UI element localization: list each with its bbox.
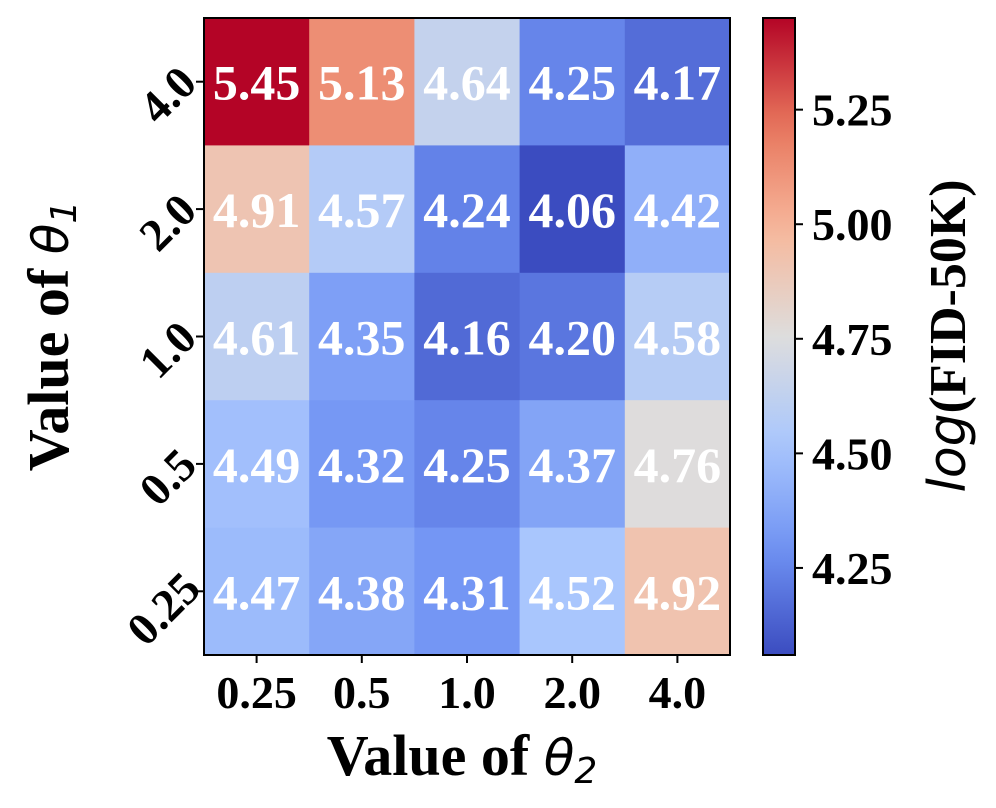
y-tick-label: 0.5: [129, 439, 206, 516]
cell-value-label: 4.16: [423, 310, 511, 366]
cell-value-label: 4.31: [423, 564, 511, 620]
cell-value-label: 4.37: [528, 437, 616, 493]
cell-value-label: 4.64: [423, 55, 511, 111]
heatmap-cell: [414, 272, 521, 401]
heatmap-cell: [309, 527, 415, 656]
colorbar-ticks: 4.25 4.50 4.75 5.00 5.25: [795, 85, 893, 594]
colorbar-tick-label: 4.75: [812, 314, 893, 365]
y-tick-label: 1.0: [129, 311, 206, 388]
cell-value-label: 4.49: [213, 437, 301, 493]
heatmap-cell: [519, 527, 626, 656]
cell-value-label: 4.06: [528, 182, 616, 238]
colorbar-frame: [762, 17, 796, 656]
cell-value-label: 4.58: [634, 310, 722, 366]
cell-annotations: 5.45 5.13 4.64 4.25 4.17 4.91 4.57 4.24 4.06 4.42…: [213, 55, 721, 621]
colorbar-tick-label: 4.50: [812, 428, 893, 479]
cell-value-label: 4.42: [634, 182, 722, 238]
cell-value-label: 4.38: [318, 564, 406, 620]
heatmap-cell: [204, 272, 310, 401]
y-tick-label: 2.0: [129, 184, 206, 261]
heatmap-cell: [414, 527, 521, 656]
cell-value-label: 4.20: [528, 310, 616, 366]
cell-value-label: 4.35: [318, 310, 406, 366]
colorbar-tick-label: 5.00: [812, 199, 893, 250]
heatmap-cell: [519, 272, 626, 401]
x-axis-label: Value of θ2: [327, 723, 598, 792]
cell-value-label: 5.13: [318, 55, 406, 111]
cell-value-label: 4.57: [318, 182, 406, 238]
y-tick-label: 0.25: [117, 562, 210, 655]
heatmap-cell: [624, 18, 731, 146]
heatmap-cell: [414, 145, 521, 274]
x-tick-label: 1.0: [438, 667, 496, 718]
cell-value-label: 4.32: [318, 437, 406, 493]
x-tick-label: 0.5: [333, 667, 391, 718]
heatmap-cell: [414, 18, 521, 146]
heatmap-cell: [624, 272, 731, 401]
colorbar-tick-label: 5.25: [812, 85, 893, 136]
heatmap-cell: [624, 145, 731, 274]
x-tick-label: 0.25: [216, 667, 297, 718]
heatmap-cell: [624, 400, 731, 529]
cell-value-label: 4.17: [634, 55, 722, 111]
heatmap-cell: [519, 400, 626, 529]
heatmap-cell: [309, 145, 415, 274]
heatmap-cell: [309, 18, 415, 146]
colorbar-label: log(FID-50K): [918, 179, 978, 492]
colorbar: [763, 18, 795, 655]
heatmap-cell: [204, 18, 310, 146]
heatmap-cell: [309, 272, 415, 401]
cell-value-label: 4.25: [423, 437, 511, 493]
x-tick-label: 2.0: [543, 667, 601, 718]
heatmap-cell: [519, 145, 626, 274]
x-tick-label: 4.0: [649, 667, 707, 718]
y-axis-label: Value of θ1: [16, 201, 85, 472]
heatmap-cell: [519, 18, 626, 146]
heatmap-cell: [414, 400, 521, 529]
y-axis-ticks: 4.0 2.0 1.0 0.5 0.25: [117, 56, 210, 655]
heatmap-cell: [204, 527, 310, 656]
cell-value-label: 5.45: [213, 55, 301, 111]
x-axis-ticks: 0.25 0.5 1.0 2.0 4.0: [216, 655, 706, 718]
heatmap-cell: [204, 145, 310, 274]
cell-value-label: 4.61: [213, 310, 301, 366]
cell-value-label: 4.91: [213, 182, 301, 238]
cell-value-label: 4.47: [213, 564, 301, 620]
heatmap-cell: [309, 400, 415, 529]
y-tick-label: 4.0: [129, 56, 206, 133]
heatmap-cells: [204, 18, 731, 656]
heatmap-cell: [624, 527, 731, 656]
cell-value-label: 4.76: [634, 437, 722, 493]
colorbar-tick-label: 4.25: [812, 543, 893, 594]
cell-value-label: 4.52: [528, 564, 616, 620]
cell-value-label: 4.92: [634, 564, 722, 620]
cell-value-label: 4.25: [528, 55, 616, 111]
cell-value-label: 4.24: [423, 182, 511, 238]
heatmap-cell: [204, 400, 310, 529]
